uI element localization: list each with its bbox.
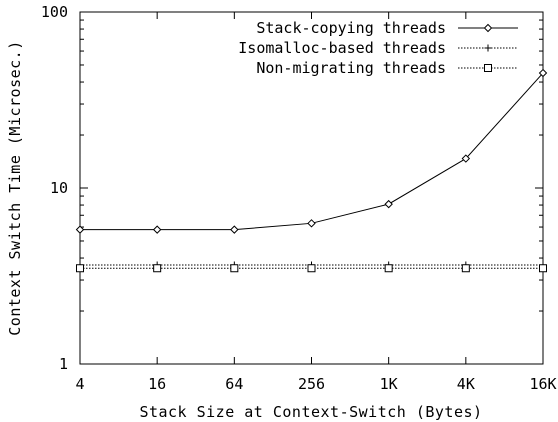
legend-marker-square (484, 64, 492, 72)
x-tick-label: 256 (298, 375, 325, 393)
data-point-diamond (75, 225, 85, 234)
axis-ticks: 4 16 64 256 1K 4K 16K 1 10 100 (41, 3, 557, 393)
legend-label: Non-migrating threads (256, 59, 446, 77)
x-tick-label: 4 (75, 375, 84, 393)
legend-label: Isomalloc-based threads (238, 39, 446, 57)
legend-marker-diamond (483, 23, 493, 33)
y-tick-label: 100 (41, 3, 68, 21)
y-tick-label: 1 (59, 355, 68, 373)
data-point-diamond (538, 68, 548, 78)
data-point-diamond (152, 225, 162, 234)
x-tick-label: 4K (457, 375, 475, 393)
series-3 (76, 264, 547, 273)
legend-label: Stack-copying threads (256, 19, 446, 37)
x-tick-label: 64 (225, 375, 243, 393)
legend: Stack-copying threads Isomalloc-based thr… (238, 19, 518, 77)
data-point-square (76, 264, 84, 273)
data-point-square (539, 264, 547, 273)
data-point-square (153, 264, 162, 273)
legend-marker-plus (484, 44, 492, 52)
y-axis-label: Context Switch Time (Microsec.) (6, 40, 24, 335)
series-layer (75, 68, 548, 273)
series-1 (75, 68, 548, 234)
data-point-diamond (384, 199, 393, 209)
data-point-square (384, 264, 393, 273)
data-point-diamond (461, 154, 471, 163)
y-tick-label: 10 (50, 179, 68, 197)
series-line (80, 72, 544, 231)
data-point-square (230, 264, 239, 273)
data-point-diamond (230, 225, 239, 234)
x-tick-label: 1K (380, 375, 398, 393)
data-point-diamond (307, 219, 316, 228)
x-tick-label: 16K (529, 375, 556, 393)
data-point-square (307, 264, 316, 273)
data-point-square (461, 264, 470, 273)
x-axis-label: Stack Size at Context-Switch (Bytes) (139, 403, 482, 421)
x-tick-label: 16 (148, 375, 166, 393)
